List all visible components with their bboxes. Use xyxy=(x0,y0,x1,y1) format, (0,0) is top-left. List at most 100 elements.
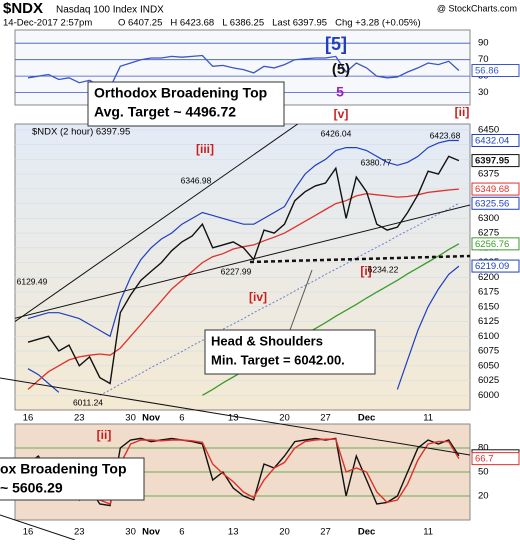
source: @ StockCharts.com xyxy=(437,3,517,13)
callout-text: Avg. Target ~ 4496.72 xyxy=(94,104,236,120)
last-value-label: 6349.68 xyxy=(475,184,509,195)
quote: O 6407.25 H 6423.68 L 6386.25 Last 6397.95 C… xyxy=(118,18,421,29)
last-value-label: 6219.09 xyxy=(475,261,509,272)
overlay: 56.86 [5] (5) 5 [v] [iii] [iv] [i] [ii] Orthodox … xyxy=(0,34,520,538)
x-tick-label: 27 xyxy=(320,413,331,424)
last-value-label: 6397.95 xyxy=(475,156,510,167)
last-value-label: 56.86 xyxy=(475,66,499,77)
y-tick-label: 6450 xyxy=(478,124,499,135)
last-value-box xyxy=(471,259,520,273)
legend-label: $NDX (2 hour) 6397.95 xyxy=(32,127,130,138)
trendlines xyxy=(15,124,470,323)
series-line xyxy=(27,139,459,338)
last-value-label: 6325.56 xyxy=(475,198,509,209)
callout-box xyxy=(204,329,376,375)
x-tick-label: 11 xyxy=(423,413,433,424)
last-value-box xyxy=(471,182,520,196)
wave-label: [iii] xyxy=(196,142,214,156)
last-value-box xyxy=(471,154,520,168)
y-tick-label: 6175 xyxy=(478,287,499,298)
x-tick-label: 13 xyxy=(228,527,239,538)
wave-label: [i] xyxy=(360,264,371,278)
callout-text: ox Broadening Top xyxy=(0,461,127,477)
price-label: 6346.98 xyxy=(181,175,212,185)
x-tick-label: 27 xyxy=(320,527,331,538)
callout-text: ~ 5606.29 xyxy=(0,480,63,496)
x-tick-label: 6 xyxy=(179,413,184,424)
last-value-label: 6256.76 xyxy=(475,239,509,250)
x-tick-label: Dec xyxy=(358,413,375,424)
x-tick-label: 30 xyxy=(125,527,136,538)
x-tick-label: Nov xyxy=(142,527,161,538)
pointer xyxy=(289,269,313,331)
last-value-label: 6432.04 xyxy=(475,136,509,147)
y-tick-label: 90 xyxy=(478,38,489,49)
y-tick-label: 70 xyxy=(478,54,489,65)
last-value-box xyxy=(471,237,520,251)
wave-label: (5) xyxy=(332,61,350,78)
callout-box xyxy=(87,81,285,127)
price-label: 6423.68 xyxy=(430,130,461,140)
quote-item: H 6423.68 xyxy=(170,18,214,29)
y-tick-label: 6300 xyxy=(478,213,499,224)
y-tick-label: 20 xyxy=(478,491,489,502)
price-label: 6129.49 xyxy=(17,276,48,286)
wave-label: [v] xyxy=(334,107,349,121)
callout-text: Head & Shoulders xyxy=(211,333,323,348)
x-tick-label: 13 xyxy=(228,413,239,424)
last-value-label: 66.7 xyxy=(475,454,494,465)
last-value-box xyxy=(471,196,520,210)
x-tick-label: Nov xyxy=(142,413,161,424)
wave-label: [ii] xyxy=(97,428,112,442)
trendline xyxy=(15,124,299,323)
quote-item: Chg +3.28 (+0.05%) xyxy=(335,18,421,29)
title: $NDX xyxy=(3,0,43,17)
y-tick-label: 6100 xyxy=(478,331,499,342)
wave-label: [5] xyxy=(325,34,347,54)
price-label: 6426.04 xyxy=(321,128,352,138)
y-tick-label: 30 xyxy=(478,87,489,98)
y-tick-label: 6200 xyxy=(478,272,499,283)
price-label: 6227.99 xyxy=(221,266,252,276)
callout-box xyxy=(0,457,145,501)
x-tick-label: 20 xyxy=(279,413,290,424)
wave-label: [iv] xyxy=(249,290,267,304)
trendline xyxy=(0,377,471,456)
x-tick-label: 30 xyxy=(125,413,136,424)
x-tick-label: 20 xyxy=(279,527,290,538)
y-tick-label: 80 xyxy=(478,443,489,454)
price-label: 6234.22 xyxy=(368,264,399,274)
x-tick-label: Dec xyxy=(358,527,375,538)
trendline xyxy=(15,204,470,319)
wave-label: [ii] xyxy=(455,105,470,119)
quote-item: O 6407.25 xyxy=(118,18,162,29)
subtitle: Nasdaq 100 Index INDX xyxy=(56,5,164,16)
y-tick-label: 6075 xyxy=(478,346,499,357)
y-tick-label: 6025 xyxy=(478,375,499,386)
date: 14-Dec-2017 2:57pm xyxy=(3,18,92,29)
x-tick-label: 23 xyxy=(74,413,85,424)
last-value-box xyxy=(471,133,520,147)
quote-item: Last 6397.95 xyxy=(272,18,327,29)
y-tick-label: 6375 xyxy=(478,169,499,180)
callout-text: Min. Target = 6042.00. xyxy=(211,352,345,367)
last-value-box xyxy=(471,64,520,77)
x-tick-label: 16 xyxy=(23,413,34,424)
price-label: 6380.77 xyxy=(361,157,392,167)
x-tick-label: 6 xyxy=(179,527,184,538)
wave-label: 5 xyxy=(336,84,344,100)
trendline xyxy=(0,514,76,541)
y-tick-label: 6150 xyxy=(478,301,499,312)
y-tick-label: 50 xyxy=(478,467,489,478)
series-line xyxy=(27,265,460,393)
callout-text: Orthodox Broadening Top xyxy=(94,85,267,101)
price-label: 6011.24 xyxy=(73,397,103,407)
series-line xyxy=(99,202,460,396)
y-tick-label: 6050 xyxy=(478,360,499,371)
y-tick-label: 6275 xyxy=(478,228,499,239)
x-tick-label: 11 xyxy=(423,527,433,538)
last-value-box xyxy=(471,452,520,466)
y-tick-label: 6000 xyxy=(478,390,499,401)
y-tick-label: 6125 xyxy=(478,316,499,327)
